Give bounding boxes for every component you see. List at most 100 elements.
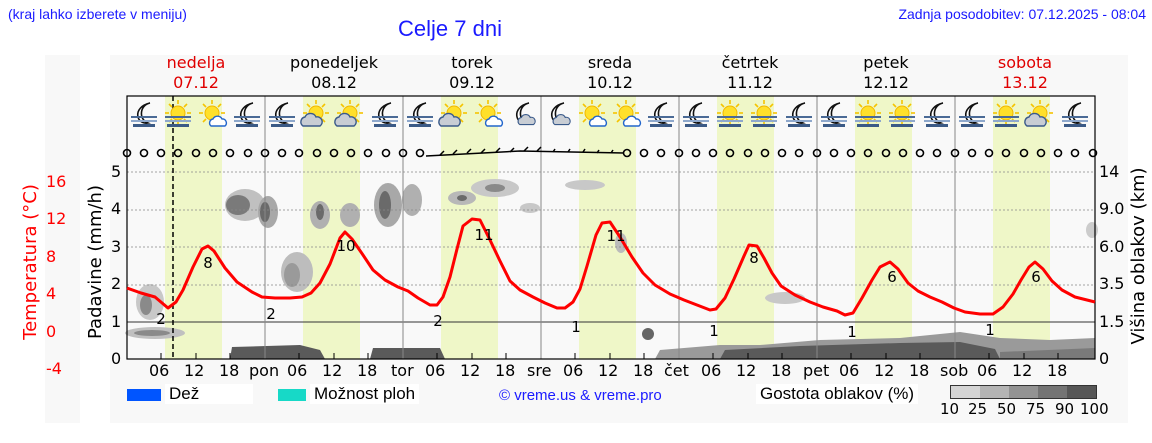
x-tick: 06	[839, 361, 860, 380]
x-tick: 18	[357, 361, 378, 380]
temperature-line	[126, 217, 1096, 317]
temp-max-label: 8	[749, 249, 759, 267]
showers-legend-swatch	[278, 389, 306, 401]
temp-min-label: 1	[709, 322, 719, 340]
density-tick: 50	[997, 400, 1017, 418]
cloud-height-ticks: 14 9.0 6.0 3.5 1.5 0	[1099, 153, 1135, 377]
temp-min-label: 2	[266, 305, 276, 323]
temp-tick: -4	[46, 359, 62, 379]
x-minor-ticks	[160, 353, 1059, 359]
plot-border	[126, 95, 1096, 360]
density-tick: 90	[1055, 400, 1075, 418]
wind-barbs	[425, 146, 625, 157]
temp-max-label: 8	[203, 254, 213, 272]
precip-ticks: 5 4 3 2 1 0	[111, 153, 125, 377]
day-date: 07.12	[173, 73, 219, 92]
x-tick: tor	[391, 361, 414, 380]
day-name: torek	[451, 53, 493, 72]
temp-max-label: 6	[1031, 268, 1041, 286]
day-date: 08.12	[311, 73, 357, 92]
day-header-5: četrtek 11.12	[690, 53, 810, 93]
x-tick: 06	[425, 361, 446, 380]
temp-value-labels: 2 8 2 10 2 11 1 11 1 8 1 6 1 6	[156, 226, 1041, 341]
precip-tick: 2	[111, 274, 122, 294]
day-header-2: ponedeljek 08.12	[274, 53, 394, 93]
low-cloud-band	[230, 332, 1095, 359]
x-tick: čet	[664, 361, 689, 380]
last-update: Zadnja posodobitev: 07.12.2025 - 08:04	[898, 6, 1146, 22]
day-name: nedelja	[166, 53, 226, 72]
rain-legend-swatch	[127, 389, 161, 401]
cloud-height-tick: 0	[1099, 349, 1110, 369]
x-tick: 18	[909, 361, 930, 380]
x-tick: 12	[736, 361, 757, 380]
x-tick: 06	[563, 361, 584, 380]
day-name: četrtek	[721, 53, 779, 72]
temp-tick: 0	[46, 321, 57, 341]
temp-axis-title: Temperatura (°C)	[20, 184, 41, 341]
day-date: 13.12	[1002, 73, 1048, 92]
x-axis-labels: 06 12 18 pon 06 12 18 tor 06 12 18 sre 0…	[127, 361, 1095, 383]
density-tick: 100	[1080, 400, 1109, 418]
day-date: 09.12	[449, 73, 495, 92]
temp-tick: 16	[46, 172, 67, 191]
x-tick: 06	[701, 361, 722, 380]
x-tick: pon	[249, 361, 280, 380]
precip-axis-title: Padavine (mm/h)	[85, 185, 106, 339]
density-swatch-90	[1067, 386, 1096, 398]
cloud-height-axis-title: Višina oblakov (km)	[1128, 167, 1149, 344]
temp-tick: 8	[46, 246, 57, 266]
x-tick: sre	[527, 361, 552, 380]
day-date: 11.12	[727, 73, 773, 92]
temp-min-label: 2	[156, 310, 166, 328]
x-tick: 12	[460, 361, 481, 380]
precip-tick: 3	[111, 236, 122, 256]
day-name: sobota	[997, 53, 1053, 72]
temp-tick: 12	[46, 209, 67, 229]
day-date: 10.12	[587, 73, 633, 92]
x-tick: 12	[184, 361, 205, 380]
density-tick: 75	[1026, 400, 1046, 418]
x-tick: 12	[598, 361, 619, 380]
x-tick: 18	[633, 361, 654, 380]
copyright-link[interactable]: © vreme.us & vreme.pro	[499, 387, 662, 404]
day-header-3: torek 09.12	[412, 53, 532, 93]
temp-axis-panel	[45, 55, 80, 423]
x-tick: sob	[940, 361, 969, 380]
page-title: Celje 7 dni	[398, 16, 502, 41]
x-tick: 18	[771, 361, 792, 380]
cloud-density-label: Gostota oblakov (%)	[756, 384, 919, 404]
density-swatch-50	[1009, 386, 1038, 398]
day-name: petek	[863, 53, 909, 72]
horizontal-grid	[127, 171, 1095, 286]
day-header-4: sreda 10.12	[550, 53, 670, 93]
cloud-height-tick: 9.0	[1099, 199, 1125, 219]
temp-min-label: 1	[847, 323, 857, 341]
temp-ticks: 16 12 8 4 0 -4	[46, 163, 70, 387]
showers-legend-label: Možnost ploh	[310, 384, 420, 404]
cloud-height-tick: 3.5	[1099, 274, 1125, 294]
x-tick: 06	[149, 361, 170, 380]
cloud-density-scale	[950, 385, 1097, 399]
x-tick: 06	[287, 361, 308, 380]
x-tick: 18	[219, 361, 240, 380]
x-tick: 12	[1012, 361, 1033, 380]
precip-tick: 1	[111, 311, 122, 331]
precip-tick: 0	[111, 349, 122, 369]
temp-max-label: 11	[606, 227, 625, 245]
density-tick: 25	[968, 400, 988, 418]
precip-tick: 4	[111, 199, 122, 219]
x-tick: 18	[495, 361, 516, 380]
day-name: ponedeljek	[290, 53, 378, 72]
rain-legend-label: Dež	[165, 384, 253, 404]
location-hint: (kraj lahko izberete v meniju)	[8, 6, 187, 22]
x-tick: 18	[1047, 361, 1068, 380]
day-header-6: petek 12.12	[826, 53, 946, 93]
density-swatch-75	[1038, 386, 1067, 398]
density-tick: 10	[940, 400, 960, 418]
cloud-height-tick: 6.0	[1099, 236, 1125, 256]
cloud-height-tick: 1.5	[1099, 311, 1125, 331]
density-swatch-25	[980, 386, 1009, 398]
temp-tick: 4	[46, 284, 57, 304]
